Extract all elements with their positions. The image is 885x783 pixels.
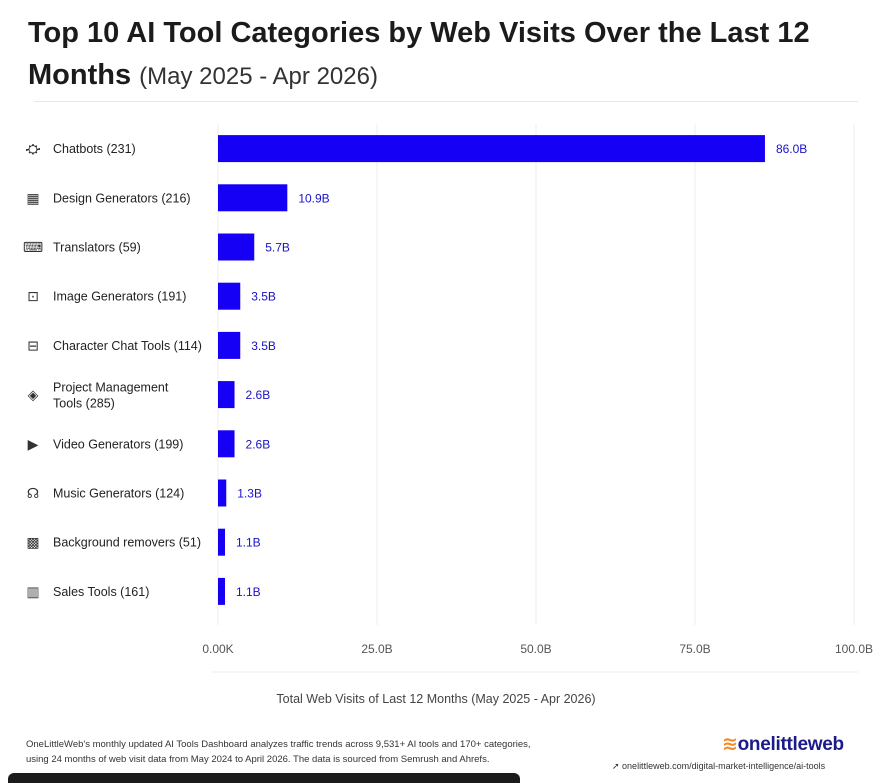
category-label: Chatbots (231) [53, 142, 136, 156]
category-label: Tools (285) [53, 397, 115, 411]
bar [218, 233, 255, 261]
design-icon: ▦ [26, 191, 39, 207]
data-label: 5.7B [265, 241, 290, 255]
sales-chart-icon: ▥ [26, 584, 39, 600]
character-chat-icon: ⊟ [27, 338, 39, 354]
chatbot-icon: ⛮ [26, 142, 41, 158]
image-icon: ⊡ [27, 289, 39, 305]
bar-chart: 0.00K 25.0B 50.0B 75.0B 100.0B Total Web Visi… [23, 124, 873, 706]
category-label: Background removers (51) [53, 536, 201, 550]
video-icon: ▶ [28, 437, 39, 453]
data-label: 10.9B [298, 191, 329, 205]
x-tick-label: 75.0B [679, 642, 710, 656]
bar [218, 430, 235, 458]
logo-mark-icon: ≋ [722, 734, 738, 755]
footnote-line-2: using 24 months of web visit data from M… [26, 754, 490, 765]
chart-title-main: Top 10 AI Tool Categories by Web Visits … [28, 17, 810, 91]
data-label: 2.6B [246, 388, 271, 402]
title-divider [34, 101, 858, 102]
x-tick-label: 50.0B [520, 642, 551, 656]
category-label: Character Chat Tools (114) [53, 339, 202, 353]
brand-name: onelittleweb [737, 734, 845, 755]
data-label: 3.5B [251, 290, 276, 304]
source-url-text: onelittleweb.com/digital-market-intellig… [622, 761, 826, 771]
category-label: Music Generators (124) [53, 487, 184, 501]
bar [218, 479, 227, 507]
footnote-line-1: OneLittleWeb's monthly updated AI Tools … [26, 739, 531, 750]
link-icon: ➚ [612, 761, 623, 771]
data-label: 2.6B [246, 437, 271, 451]
footnote: OneLittleWeb's monthly updated AI Tools … [26, 737, 566, 767]
bar [218, 331, 241, 359]
bar [218, 528, 225, 556]
bar [218, 135, 765, 163]
x-tick-label: 100.0B [835, 642, 873, 656]
translate-icon: ⌨ [23, 240, 43, 256]
background-remover-icon: ▩ [26, 535, 39, 551]
chart-title: Top 10 AI Tool Categories by Web Visits … [28, 12, 868, 98]
data-label: 3.5B [251, 339, 276, 353]
category-label: Design Generators (216) [53, 191, 191, 205]
chart-title-range: (May 2025 - Apr 2026) [139, 63, 378, 90]
bar [218, 184, 288, 212]
layers-icon: ◈ [28, 388, 39, 404]
bar [218, 282, 241, 310]
category-label: Sales Tools (161) [53, 585, 149, 599]
data-label: 1.1B [236, 585, 261, 599]
bottom-overlay-bar [8, 773, 520, 783]
data-label: 86.0B [776, 142, 807, 156]
brand-logo: ≋onelittleweb [722, 733, 844, 756]
bar [218, 381, 235, 409]
category-label: Video Generators (199) [53, 437, 183, 451]
data-label: 1.1B [236, 536, 261, 550]
category-label: Translators (59) [53, 241, 141, 255]
source-url[interactable]: ➚ onelittleweb.com/digital-market-intell… [612, 761, 825, 772]
bar [218, 577, 225, 605]
data-label: 1.3B [237, 487, 262, 501]
x-tick-label: 25.0B [361, 642, 392, 656]
category-label: Image Generators (191) [53, 290, 186, 304]
headphones-icon: ☊ [27, 486, 39, 502]
category-label: Project Management [53, 381, 169, 395]
x-tick-label: 0.00K [202, 642, 233, 656]
x-axis-label: Total Web Visits of Last 12 Months (May … [276, 692, 595, 706]
